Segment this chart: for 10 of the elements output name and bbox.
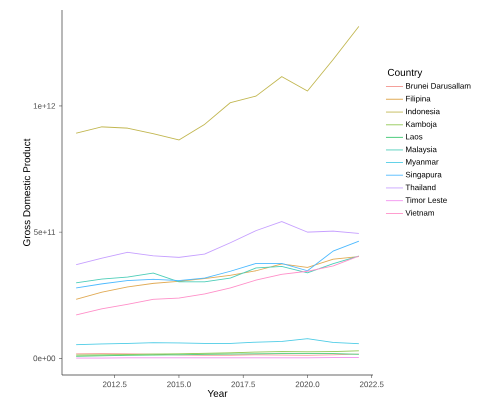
- line-series: [76, 221, 360, 266]
- x-axis-title: Year: [208, 390, 228, 397]
- line-series: [76, 338, 360, 346]
- line-series: [76, 26, 360, 140]
- y-axis-title: Gross Domestic Product: [22, 138, 30, 246]
- line-series: [76, 256, 360, 300]
- line-series: [76, 240, 360, 288]
- line-series: [76, 256, 360, 284]
- legend-title: Country: [388, 68, 422, 78]
- line-series: [76, 256, 360, 316]
